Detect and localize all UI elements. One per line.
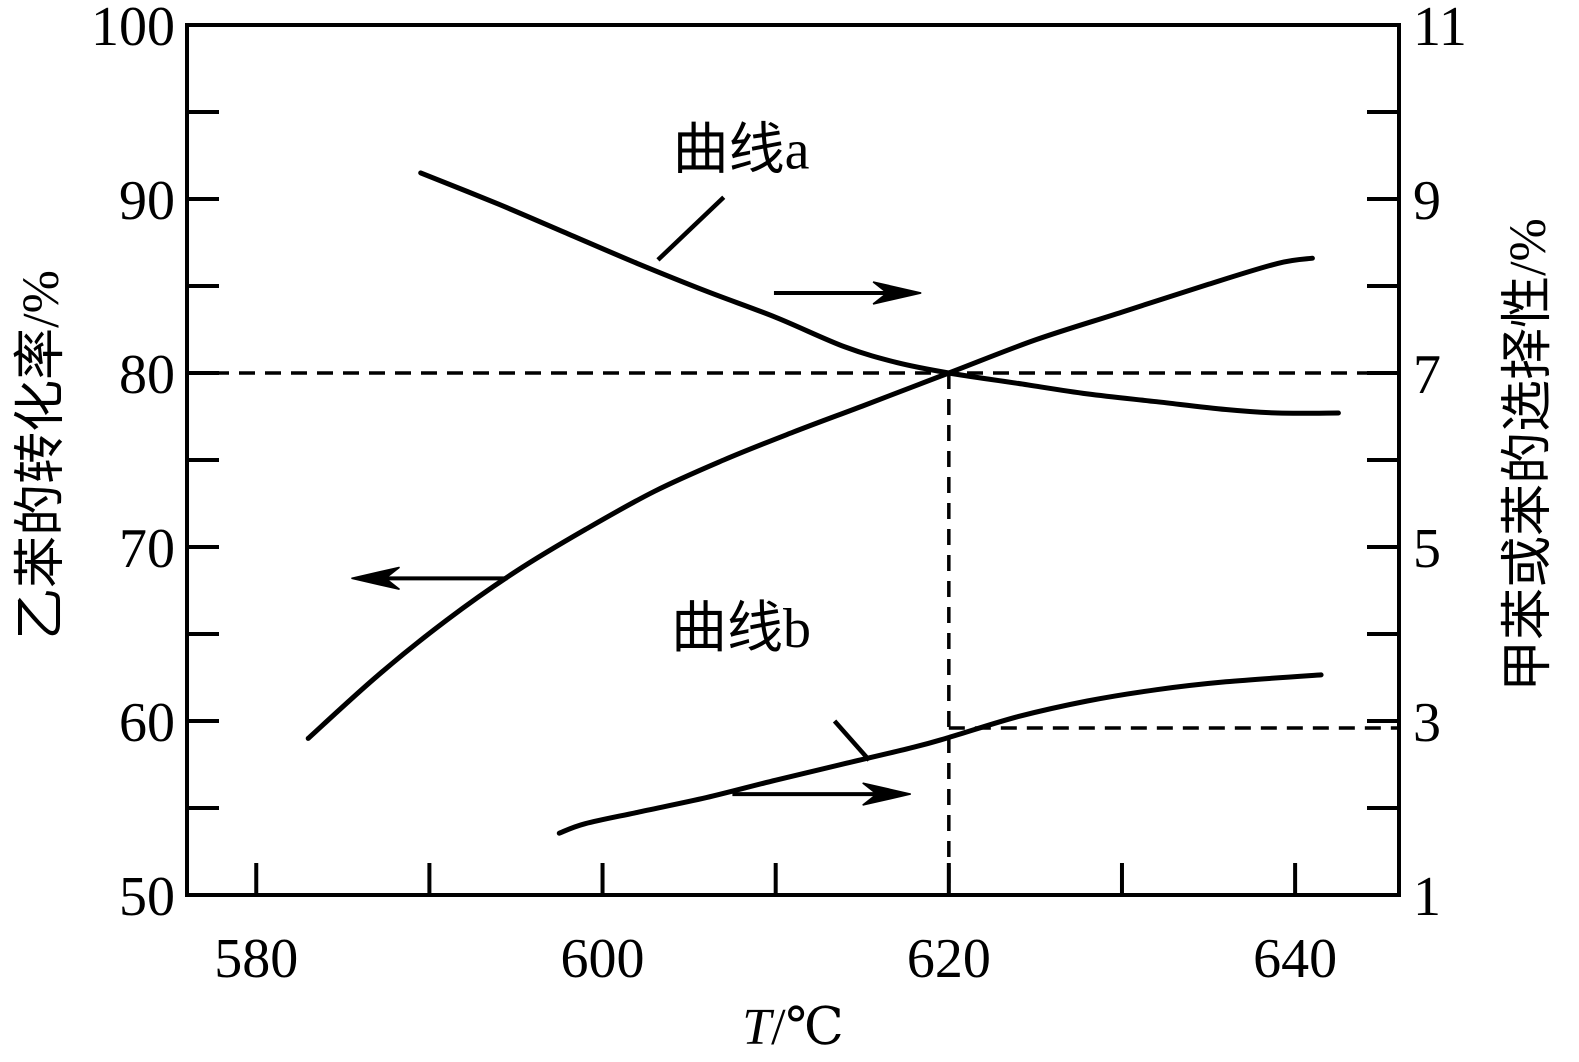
right-tick-label-3: 3 (1413, 692, 1441, 754)
curve-label-2: 曲线b (671, 598, 811, 660)
series-line-2 (418, 170, 1341, 416)
right-tick-label-9: 9 (1413, 170, 1441, 232)
left-tick-label-70: 70 (119, 518, 175, 580)
x-tick-label-620: 620 (907, 928, 991, 990)
series-line-1 (305, 255, 1315, 741)
right-tick-label-1: 1 (1413, 866, 1441, 928)
right-axis-title: 甲苯或苯的选择性/% (1500, 218, 1557, 692)
tick-labels-layer: 580 600 620 640 50 60 70 80 90 100 1 3 5 7 9 11 (91, 0, 1467, 990)
arrow-right-2 (773, 281, 922, 305)
series-layer (305, 170, 1341, 836)
left-tick-label-80: 80 (119, 344, 175, 406)
leader-line-2 (832, 719, 871, 762)
right-tick-label-5: 5 (1413, 518, 1441, 580)
annotations-layer: 曲线a 曲线b (351, 120, 922, 806)
left-tick-label-100: 100 (91, 0, 175, 58)
right-tick-label-7: 7 (1413, 344, 1441, 406)
x-axis-title-italic: T (742, 999, 774, 1056)
left-tick-label-50: 50 (119, 866, 175, 928)
left-axis-title: 乙苯的转化率/% (13, 270, 70, 640)
reference-lines (187, 371, 1399, 895)
x-tick-label-640: 640 (1253, 928, 1337, 990)
left-tick-label-60: 60 (119, 692, 175, 754)
right-tick-label-11: 11 (1413, 0, 1467, 58)
leader-line-1 (656, 195, 726, 262)
arrow-head-1 (351, 566, 400, 591)
x-tick-label-580: 580 (214, 928, 298, 990)
arrow-left-1 (351, 566, 508, 591)
arrow-right-3 (732, 782, 911, 806)
curve-label-1: 曲线a (673, 120, 810, 182)
series-line-3 (556, 672, 1324, 836)
x-tick-label-600: 600 (561, 928, 645, 990)
x-axis-title: T/℃ (742, 999, 844, 1056)
arrow-head-3 (862, 782, 911, 806)
x-axis-title-unit: /℃ (771, 999, 844, 1056)
left-tick-label-90: 90 (119, 170, 175, 232)
arrow-head-2 (872, 281, 922, 305)
